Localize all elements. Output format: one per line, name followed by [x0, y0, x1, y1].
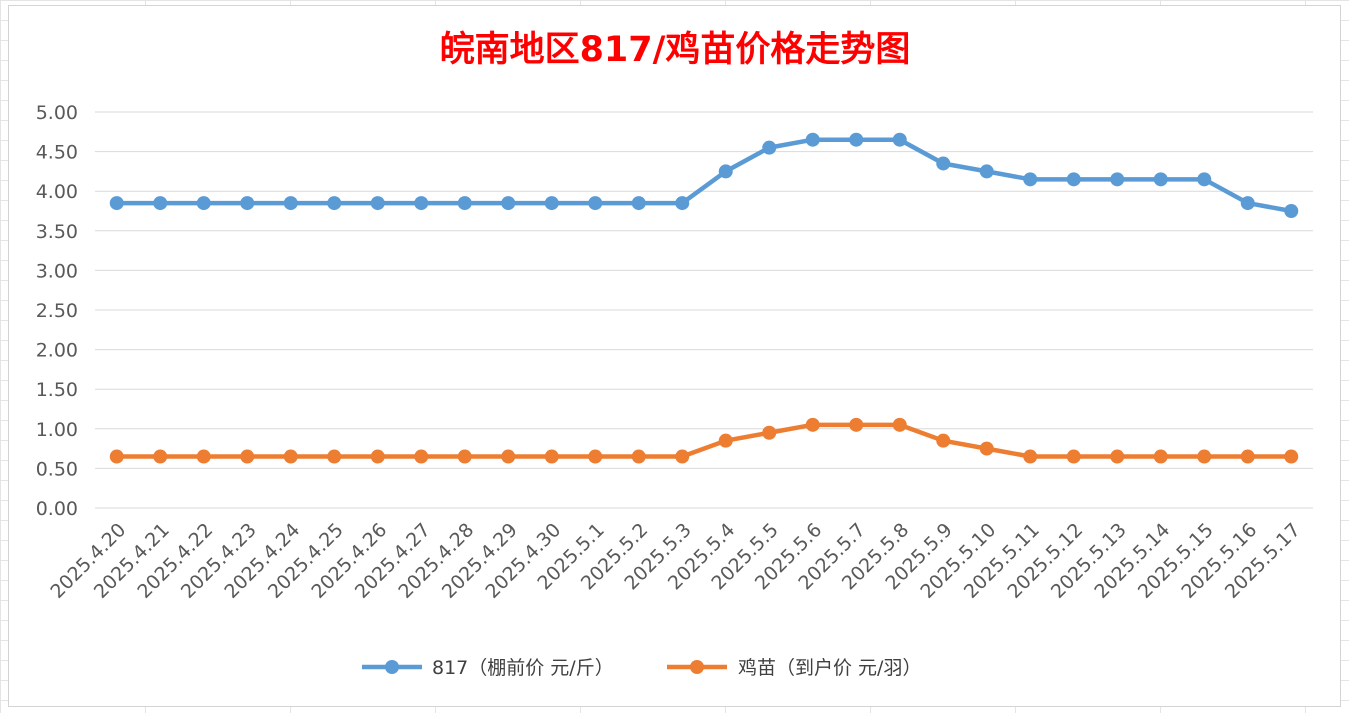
- legend-item[interactable]: 817（棚前价 元/斤）: [362, 657, 614, 679]
- series-1: [109, 132, 1299, 218]
- data-point[interactable]: [979, 441, 994, 456]
- series-2: [109, 417, 1299, 464]
- data-point[interactable]: [1284, 204, 1299, 218]
- data-point[interactable]: [109, 196, 124, 211]
- data-point[interactable]: [675, 449, 690, 464]
- series-layer: [109, 132, 1299, 464]
- series-line: [114, 422, 1294, 459]
- data-point[interactable]: [501, 449, 516, 464]
- data-point[interactable]: [370, 449, 385, 464]
- y-tick-label: 2.00: [36, 340, 78, 362]
- data-point[interactable]: [1110, 449, 1125, 464]
- data-point[interactable]: [240, 449, 255, 464]
- data-point[interactable]: [196, 449, 211, 464]
- data-point[interactable]: [675, 196, 690, 211]
- y-tick-label: 1.00: [36, 419, 78, 441]
- data-point[interactable]: [544, 196, 559, 211]
- data-point[interactable]: [1284, 449, 1299, 464]
- data-point[interactable]: [1066, 449, 1081, 464]
- data-point[interactable]: [1153, 172, 1168, 187]
- y-tick-label: 0.50: [36, 458, 78, 480]
- data-point[interactable]: [718, 164, 733, 179]
- series-line: [114, 137, 1294, 214]
- legend-label: 鸡苗（到户价 元/羽）: [738, 657, 921, 679]
- y-tick-label: 1.50: [36, 379, 78, 401]
- data-point[interactable]: [631, 196, 646, 211]
- data-point[interactable]: [892, 132, 907, 147]
- y-tick-label: 5.00: [36, 102, 78, 124]
- data-point[interactable]: [414, 196, 429, 211]
- legend-swatch-marker: [690, 660, 704, 674]
- data-point[interactable]: [501, 196, 516, 211]
- data-point[interactable]: [1240, 449, 1255, 464]
- legend-label: 817（棚前价 元/斤）: [432, 657, 614, 679]
- y-tick-label: 4.50: [36, 142, 78, 164]
- chart-title: 皖南地区817/鸡苗价格走势图: [440, 30, 911, 70]
- gridlines: [95, 111, 1313, 509]
- x-axis-ticks: 2025.4.202025.4.212025.4.222025.4.232025…: [46, 519, 1304, 603]
- data-point[interactable]: [1153, 449, 1168, 464]
- y-tick-label: 3.00: [36, 260, 78, 282]
- data-point[interactable]: [1110, 172, 1125, 187]
- data-point[interactable]: [631, 449, 646, 464]
- data-point[interactable]: [1240, 196, 1255, 211]
- data-point[interactable]: [588, 449, 603, 464]
- legend-item[interactable]: 鸡苗（到户价 元/羽）: [667, 657, 921, 679]
- data-point[interactable]: [327, 449, 342, 464]
- data-point[interactable]: [109, 449, 124, 464]
- data-point[interactable]: [588, 196, 603, 211]
- data-point[interactable]: [805, 417, 820, 432]
- data-point[interactable]: [1066, 172, 1081, 187]
- data-point[interactable]: [849, 417, 864, 432]
- data-point[interactable]: [153, 196, 168, 211]
- data-point[interactable]: [1197, 449, 1212, 464]
- y-tick-label: 3.50: [36, 221, 78, 243]
- y-tick-label: 0.00: [36, 498, 78, 520]
- data-point[interactable]: [457, 449, 472, 464]
- data-point[interactable]: [849, 132, 864, 147]
- data-point[interactable]: [240, 196, 255, 211]
- y-axis-ticks: 0.00 0.50 1.00 1.50 2.00 2.50 3.00 3.50 4.00 4.50…: [36, 102, 78, 520]
- data-point[interactable]: [414, 449, 429, 464]
- data-point[interactable]: [457, 196, 472, 211]
- data-point[interactable]: [936, 433, 951, 448]
- data-point[interactable]: [283, 196, 298, 211]
- data-point[interactable]: [327, 196, 342, 211]
- data-point[interactable]: [805, 132, 820, 147]
- legend-swatch-marker: [385, 660, 399, 674]
- data-point[interactable]: [979, 164, 994, 179]
- data-point[interactable]: [1023, 172, 1038, 187]
- data-point[interactable]: [762, 425, 777, 440]
- legend: 817（棚前价 元/斤） 鸡苗（到户价 元/羽）: [362, 657, 921, 679]
- data-point[interactable]: [196, 196, 211, 211]
- data-point[interactable]: [370, 196, 385, 211]
- data-point[interactable]: [283, 449, 298, 464]
- data-point[interactable]: [153, 449, 168, 464]
- data-point[interactable]: [1023, 449, 1038, 464]
- data-point[interactable]: [762, 140, 777, 155]
- data-point[interactable]: [892, 417, 907, 432]
- data-point[interactable]: [936, 156, 951, 171]
- y-tick-label: 4.00: [36, 181, 78, 203]
- y-tick-label: 2.50: [36, 300, 78, 322]
- data-point[interactable]: [718, 433, 733, 448]
- data-point[interactable]: [1197, 172, 1212, 187]
- data-point[interactable]: [544, 449, 559, 464]
- chart-area[interactable]: [8, 5, 1341, 707]
